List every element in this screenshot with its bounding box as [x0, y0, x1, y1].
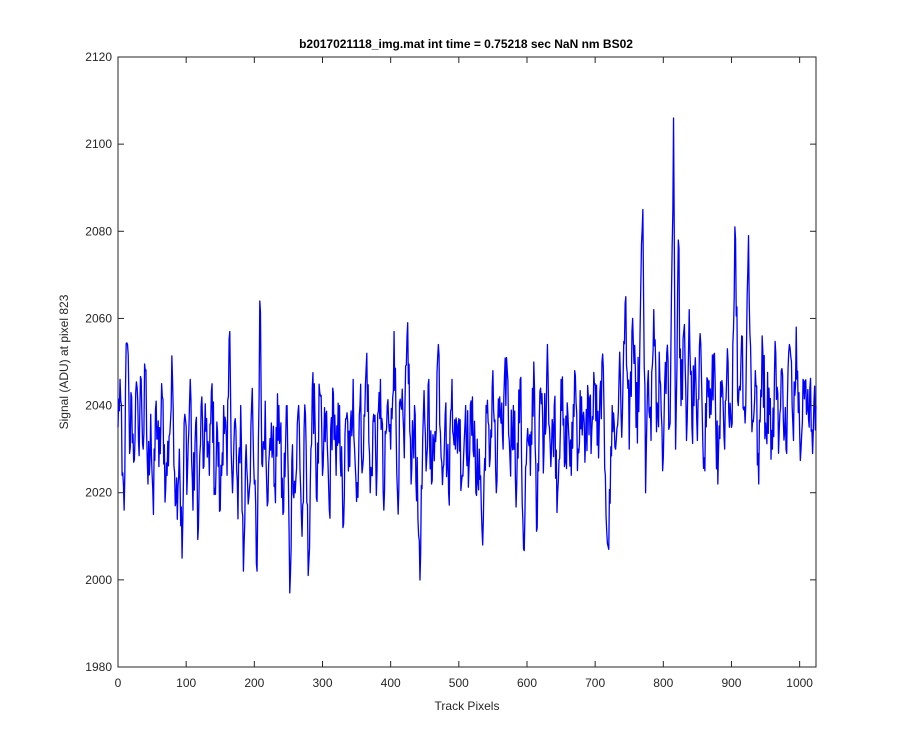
x-tick-label: 800 [653, 676, 673, 690]
y-axis-label: Signal (ADU) at pixel 823 [57, 294, 71, 429]
x-tick-label: 1000 [786, 676, 813, 690]
series-group [117, 117, 817, 594]
y-tick-label: 2000 [85, 573, 112, 587]
x-axis-ticks: 0 100 200 300 400 500 600 700 800 900 1000 [115, 57, 813, 690]
x-tick-label: 500 [449, 676, 469, 690]
x-tick-label: 300 [312, 676, 332, 690]
y-axis-ticks: 1980 2000 2020 2040 2060 2080 2100 2120 [85, 50, 816, 674]
y-tick-label: 2100 [85, 137, 112, 151]
y-tick-label: 2080 [85, 224, 112, 238]
x-tick-label: 700 [585, 676, 605, 690]
x-tick-label: 0 [115, 676, 122, 690]
series-line [117, 117, 817, 594]
y-tick-label: 2060 [85, 311, 112, 325]
x-axis-label: Track Pixels [435, 699, 500, 713]
chart-title: b2017021118_img.mat int time = 0.75218 s… [299, 37, 633, 51]
plot-area: 0 100 200 300 400 500 600 700 800 900 1000 1980 200… [85, 50, 817, 690]
x-tick-label: 400 [381, 676, 401, 690]
y-tick-label: 1980 [85, 660, 112, 674]
x-tick-label: 100 [176, 676, 196, 690]
axes-box [117, 56, 817, 668]
y-tick-label: 2040 [85, 399, 112, 413]
x-tick-label: 600 [517, 676, 537, 690]
y-tick-label: 2020 [85, 486, 112, 500]
y-tick-label: 2120 [85, 50, 112, 64]
x-tick-label: 900 [721, 676, 741, 690]
x-tick-label: 200 [244, 676, 264, 690]
